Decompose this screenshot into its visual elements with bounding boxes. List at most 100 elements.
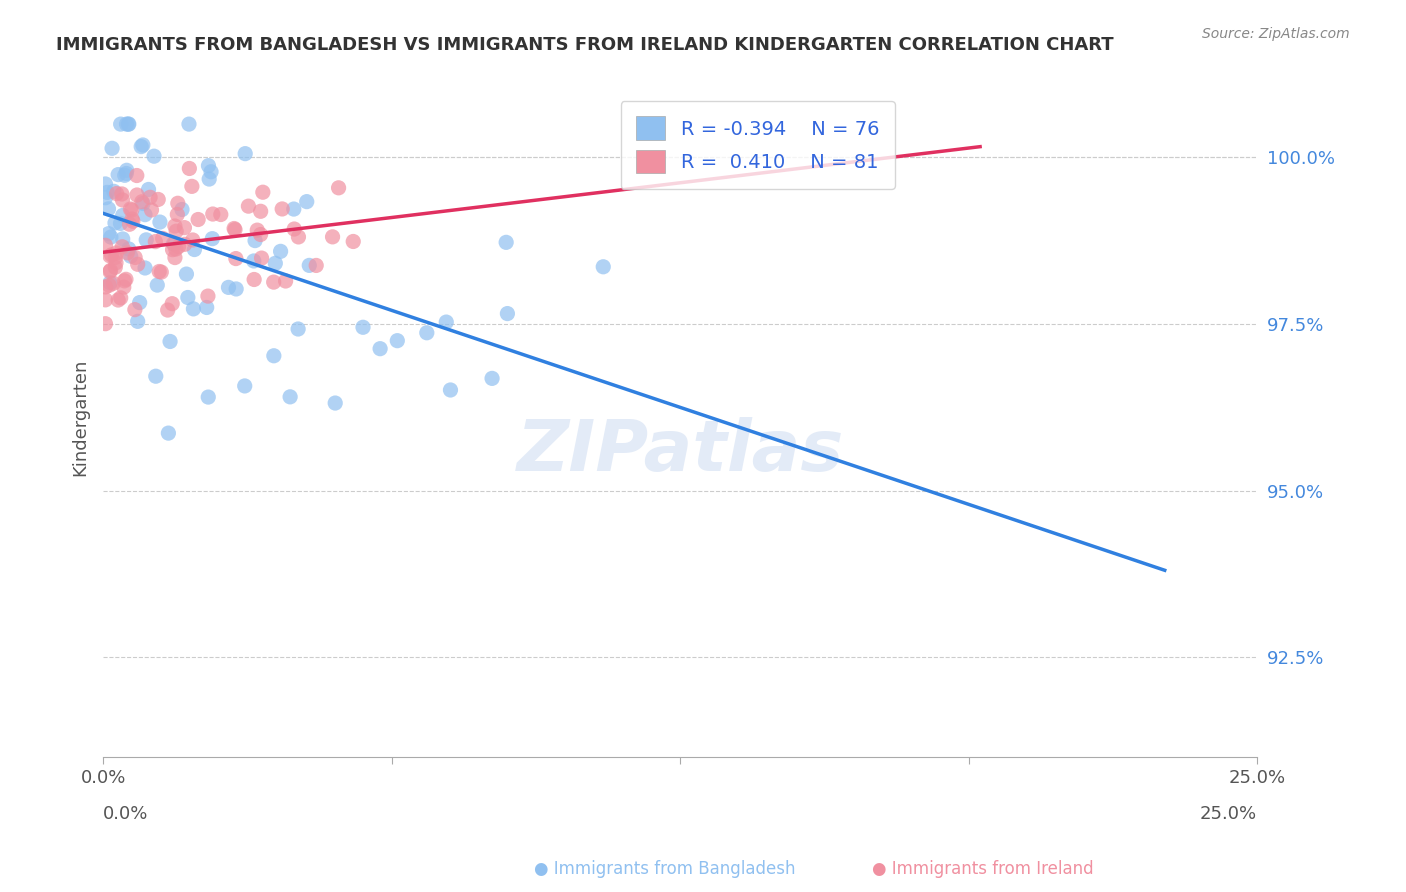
Immigrants from Bangladesh <box>225 282 247 296</box>
Immigrants from Ireland <box>173 237 195 252</box>
Immigrants from Ireland <box>114 274 136 288</box>
Immigrants from Ireland <box>143 235 166 249</box>
Immigrants from Ireland <box>166 196 188 211</box>
Immigrants from Bangladesh <box>115 166 138 180</box>
Immigrants from Ireland <box>322 230 344 244</box>
Immigrants from Bangladesh <box>233 379 256 393</box>
Immigrants from Ireland <box>179 161 201 176</box>
Immigrants from Ireland <box>121 202 143 217</box>
Immigrants from Bangladesh <box>110 216 132 230</box>
Immigrants from Bangladesh <box>323 396 346 410</box>
Immigrants from Ireland <box>112 280 135 294</box>
Immigrants from Bangladesh <box>387 334 409 348</box>
Immigrants from Ireland <box>104 256 127 270</box>
Immigrants from Ireland <box>225 252 247 266</box>
Immigrants from Bangladesh <box>200 165 222 179</box>
Immigrants from Ireland <box>173 220 195 235</box>
Immigrants from Bangladesh <box>197 390 219 404</box>
Immigrants from Ireland <box>120 202 142 216</box>
Immigrants from Ireland <box>105 186 128 201</box>
Immigrants from Bangladesh <box>278 390 301 404</box>
Immigrants from Ireland <box>117 245 139 260</box>
Immigrants from Bangladesh <box>283 202 305 216</box>
Immigrants from Bangladesh <box>434 315 457 329</box>
Immigrants from Ireland <box>118 217 141 231</box>
Immigrants from Bangladesh <box>352 320 374 334</box>
Immigrants from Bangladesh <box>177 291 200 305</box>
Immigrants from Ireland <box>243 272 266 286</box>
Immigrants from Bangladesh <box>98 276 121 290</box>
Immigrants from Bangladesh <box>243 254 266 268</box>
Immigrants from Bangladesh <box>183 301 205 316</box>
Immigrants from Bangladesh <box>243 234 266 248</box>
Immigrants from Ireland <box>121 212 143 227</box>
Immigrants from Bangladesh <box>177 117 200 131</box>
Immigrants from Ireland <box>150 265 173 279</box>
Immigrants from Ireland <box>287 230 309 244</box>
Immigrants from Bangladesh <box>270 244 292 259</box>
Immigrants from Bangladesh <box>264 256 287 270</box>
Immigrants from Bangladesh <box>162 236 184 251</box>
Immigrants from Ireland <box>111 186 134 201</box>
Text: ● Immigrants from Bangladesh: ● Immigrants from Bangladesh <box>534 860 796 878</box>
Immigrants from Ireland <box>197 289 219 303</box>
Immigrants from Bangladesh <box>134 260 156 275</box>
Immigrants from Bangladesh <box>115 163 138 178</box>
Immigrants from Ireland <box>328 181 350 195</box>
Immigrants from Bangladesh <box>201 232 224 246</box>
Immigrants from Ireland <box>187 212 209 227</box>
Immigrants from Ireland <box>148 193 170 207</box>
Immigrants from Bangladesh <box>134 208 156 222</box>
Immigrants from Ireland <box>246 223 269 237</box>
Immigrants from Bangladesh <box>117 117 139 131</box>
Text: ● Immigrants from Ireland: ● Immigrants from Ireland <box>872 860 1094 878</box>
Immigrants from Bangladesh <box>439 383 461 397</box>
Immigrants from Ireland <box>104 251 127 265</box>
Immigrants from Ireland <box>263 275 285 289</box>
Immigrants from Ireland <box>111 240 134 254</box>
Immigrants from Bangladesh <box>107 168 129 182</box>
Immigrants from Ireland <box>103 277 125 291</box>
Immigrants from Bangladesh <box>495 235 517 250</box>
Immigrants from Bangladesh <box>298 259 321 273</box>
Immigrants from Bangladesh <box>127 314 149 328</box>
Immigrants from Bangladesh <box>198 172 221 186</box>
Immigrants from Ireland <box>100 263 122 277</box>
Immigrants from Bangladesh <box>96 186 118 200</box>
Immigrants from Ireland <box>124 302 146 317</box>
Immigrants from Ireland <box>105 246 128 260</box>
Immigrants from Ireland <box>94 280 117 294</box>
Immigrants from Bangladesh <box>217 280 239 294</box>
Immigrants from Bangladesh <box>159 334 181 349</box>
Immigrants from Ireland <box>131 194 153 209</box>
Text: Source: ZipAtlas.com: Source: ZipAtlas.com <box>1202 27 1350 41</box>
Immigrants from Ireland <box>94 238 117 252</box>
Immigrants from Ireland <box>110 291 132 305</box>
Immigrants from Ireland <box>271 202 294 216</box>
Immigrants from Bangladesh <box>94 177 117 191</box>
Immigrants from Bangladesh <box>94 191 117 205</box>
Immigrants from Ireland <box>122 214 145 228</box>
Immigrants from Ireland <box>98 278 121 293</box>
Immigrants from Bangladesh <box>111 232 134 246</box>
Immigrants from Ireland <box>283 222 305 236</box>
Immigrants from Bangladesh <box>176 267 198 281</box>
Immigrants from Ireland <box>224 221 246 235</box>
Immigrants from Bangladesh <box>110 117 132 131</box>
Text: 25.0%: 25.0% <box>1199 805 1257 823</box>
Immigrants from Ireland <box>250 251 273 265</box>
Immigrants from Ireland <box>160 296 183 310</box>
Immigrants from Ireland <box>94 293 117 307</box>
Immigrants from Ireland <box>141 202 163 217</box>
Immigrants from Bangladesh <box>132 138 155 153</box>
Immigrants from Ireland <box>165 242 187 256</box>
Immigrants from Bangladesh <box>416 326 439 340</box>
Immigrants from Bangladesh <box>97 202 120 216</box>
Immigrants from Bangladesh <box>592 260 614 274</box>
Immigrants from Ireland <box>165 224 187 238</box>
Immigrants from Bangladesh <box>183 243 205 257</box>
Immigrants from Bangladesh <box>195 301 218 315</box>
Immigrants from Bangladesh <box>97 227 120 241</box>
Immigrants from Ireland <box>111 193 134 207</box>
Immigrants from Bangladesh <box>295 194 318 209</box>
